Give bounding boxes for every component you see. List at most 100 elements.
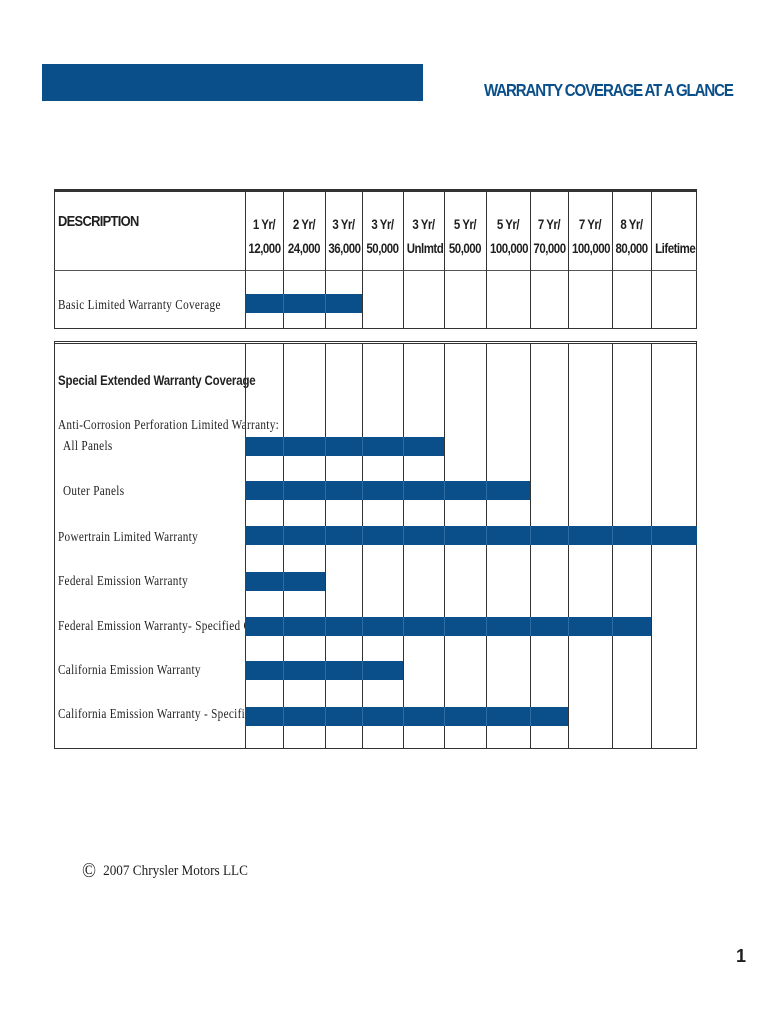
column-header-line2: 70,000 (533, 240, 566, 256)
column-header: Lifetime (651, 212, 697, 260)
special-row-label: Powertrain Limited Warranty (58, 530, 199, 545)
grid-line (283, 343, 284, 749)
coverage-bar-segment (362, 617, 403, 636)
coverage-bar-segment (568, 526, 612, 545)
document-title: WARRANTY COVERAGE AT A GLANCE (484, 80, 734, 100)
grid-line (245, 343, 246, 749)
basic-coverage-bar (245, 294, 362, 313)
coverage-bar-segment (325, 661, 362, 680)
special-row-label: Outer Panels (63, 484, 125, 499)
coverage-bar-segment (612, 617, 651, 636)
coverage-bar-segment (245, 294, 283, 313)
special-row-label: Federal Emission Warranty (58, 574, 189, 589)
grid-line (568, 191, 569, 329)
page-number: 1 (736, 946, 747, 966)
special-table (54, 341, 697, 749)
coverage-bar-segment (403, 707, 444, 726)
column-header: 8 Yr/80,000 (612, 212, 651, 260)
header-and-basic-table (54, 189, 697, 329)
column-header-line2: 50,000 (366, 240, 399, 256)
coverage-bar-segment (283, 294, 325, 313)
special-coverage-bar (245, 617, 651, 636)
coverage-bar-segment (245, 481, 283, 500)
column-header: 5 Yr/50,000 (444, 212, 486, 260)
special-coverage-bar (245, 572, 325, 591)
copyright-symbol: © (82, 858, 97, 882)
grid-line (245, 191, 246, 329)
coverage-bar-segment (362, 707, 403, 726)
coverage-bar-segment (245, 526, 283, 545)
column-header-line2: 12,000 (248, 240, 281, 256)
column-header: 1 Yr/12,000 (245, 212, 283, 260)
grid-line (612, 191, 613, 329)
copyright-notice: © 2007 Chrysler Motors LLC (82, 858, 248, 883)
column-header: 3 Yr/50,000 (362, 212, 403, 260)
grid-line (530, 191, 531, 329)
coverage-bar-segment (403, 526, 444, 545)
grid-line (530, 343, 531, 749)
column-header-line2: 50,000 (448, 240, 482, 256)
coverage-bar-segment (245, 617, 283, 636)
coverage-bar-segment (245, 661, 283, 680)
coverage-bar-segment (283, 617, 325, 636)
column-header: 7 Yr/100,000 (568, 212, 612, 260)
coverage-bar-segment (245, 437, 283, 456)
grid-line (486, 343, 487, 749)
grid-line (568, 343, 569, 749)
grid-line (444, 343, 445, 749)
special-coverage-bar (245, 437, 444, 456)
column-header-line2: 80,000 (615, 240, 649, 256)
column-header-line2: 24,000 (287, 240, 321, 256)
special-coverage-heading: Special Extended Warranty Coverage (58, 372, 256, 388)
coverage-bar-segment (283, 526, 325, 545)
copyright-text: 2007 Chrysler Motors LLC (103, 863, 248, 879)
coverage-bar-segment (651, 526, 697, 545)
coverage-bar-segment (444, 526, 486, 545)
special-row-label: California Emission Warranty (58, 663, 201, 678)
grid-line (444, 191, 445, 329)
coverage-bar-segment (444, 707, 486, 726)
coverage-bar-segment (568, 617, 612, 636)
coverage-bar-segment (362, 661, 403, 680)
grid-line (612, 343, 613, 749)
grid-line (325, 191, 326, 329)
column-header-line1 (655, 212, 693, 236)
header-divider (54, 270, 697, 271)
special-coverage-bar (245, 707, 568, 726)
column-header-line1: 1 Yr/ (252, 216, 276, 232)
special-table-top-rule (54, 343, 697, 344)
special-row-label: All Panels (63, 439, 113, 454)
coverage-bar-segment (283, 707, 325, 726)
coverage-bar-segment (486, 707, 530, 726)
grid-line (403, 191, 404, 329)
grid-line (362, 191, 363, 329)
coverage-bar-segment (486, 526, 530, 545)
column-header-line1: 3 Yr/ (412, 216, 435, 232)
coverage-bar-segment (325, 707, 362, 726)
coverage-bar-segment (362, 437, 403, 456)
coverage-bar-segment (530, 707, 568, 726)
grid-line (486, 191, 487, 329)
column-header: 3 Yr/Unlmtd (403, 212, 444, 260)
coverage-bar-segment (325, 294, 362, 313)
coverage-bar-segment (283, 572, 325, 591)
grid-line (651, 343, 652, 749)
column-header: 3 Yr/36,000 (325, 212, 362, 260)
column-header: 2 Yr/24,000 (283, 212, 325, 260)
coverage-bar-segment (444, 617, 486, 636)
coverage-bar-segment (444, 481, 486, 500)
column-header-line1: 5 Yr/ (453, 216, 477, 232)
column-header: 7 Yr/70,000 (530, 212, 568, 260)
column-header-line2: Lifetime (655, 240, 696, 256)
coverage-bar-segment (403, 437, 444, 456)
special-row-label: Federal Emission Warranty- Specified Com… (58, 619, 276, 634)
basic-warranty-label: Basic Limited Warranty Coverage (58, 298, 221, 313)
coverage-bar-segment (530, 526, 568, 545)
special-row-label: Anti-Corrosion Perforation Limited Warra… (58, 418, 280, 433)
coverage-bar-segment (325, 526, 362, 545)
column-header-line2: 100,000 (571, 240, 611, 256)
coverage-bar-segment (530, 617, 568, 636)
column-header-line2: 36,000 (328, 240, 361, 256)
column-header-line1: 7 Yr/ (578, 216, 602, 232)
special-coverage-bar (245, 661, 403, 680)
